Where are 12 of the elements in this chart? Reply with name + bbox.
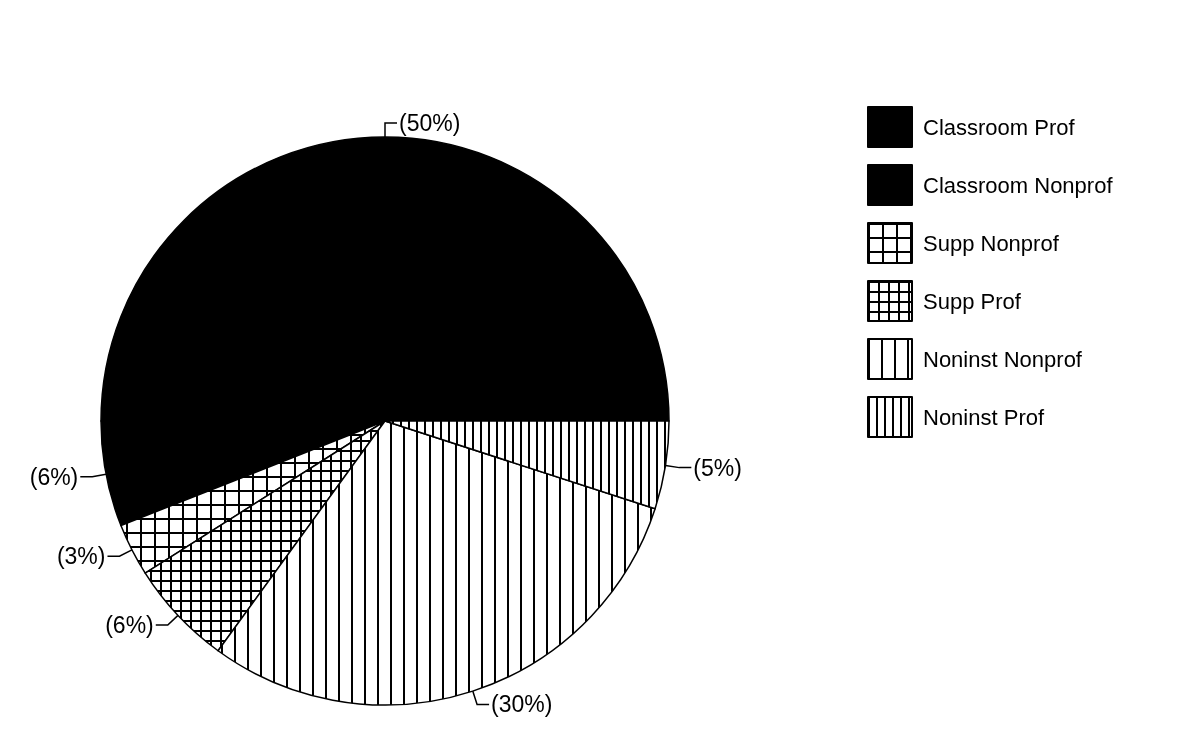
legend-label: Supp Prof	[923, 288, 1022, 314]
data-label: (3%)	[56, 543, 106, 570]
data-label: (6%)	[105, 611, 154, 638]
data-label: (30%)	[491, 691, 553, 718]
legend-label: Supp Nonprof	[923, 230, 1060, 256]
data-label: (5%)	[693, 454, 742, 481]
legend-label: Noninst Nonprof	[923, 346, 1083, 372]
legend-label: Noninst Prof	[923, 404, 1045, 430]
legend-label: Classroom Prof	[923, 114, 1076, 140]
legend-label: Classroom Nonprof	[923, 172, 1114, 198]
data-label: (6%)	[29, 463, 79, 490]
data-label: (50%)	[399, 110, 461, 136]
